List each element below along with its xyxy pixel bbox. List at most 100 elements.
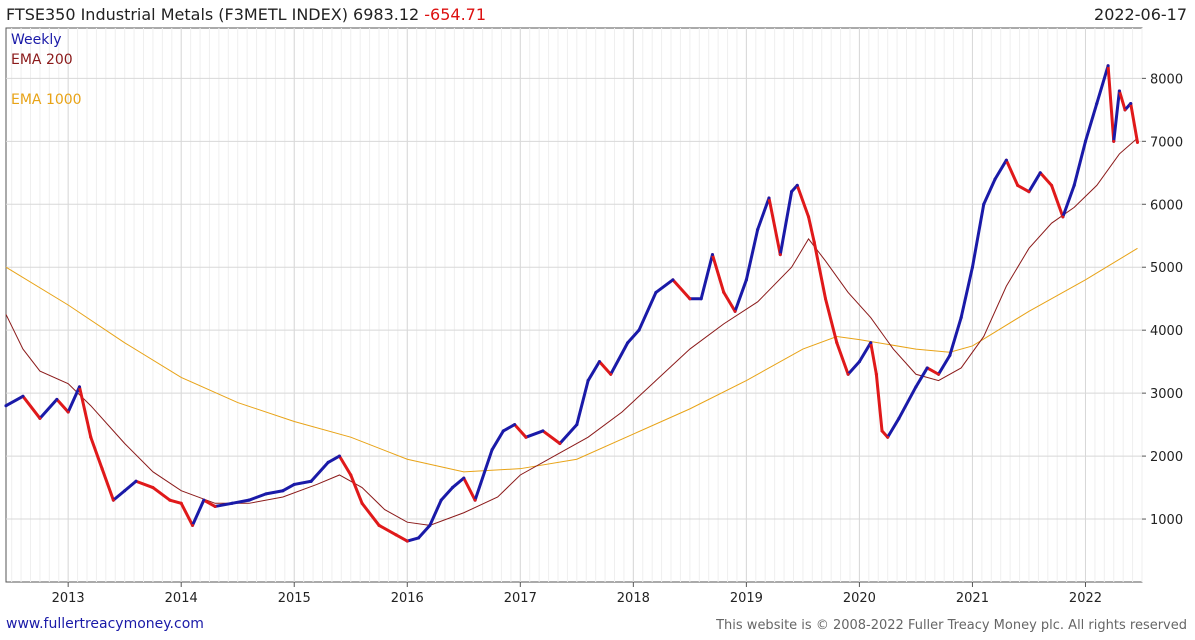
weekly-price-segment [993, 158, 1008, 181]
weekly-price-segment [247, 492, 268, 502]
weekly-price-point [89, 435, 93, 439]
weekly-price-segment [428, 498, 443, 527]
weekly-price-point [925, 366, 929, 370]
weekly-price-point [1135, 140, 1139, 144]
weekly-price-segment [897, 385, 918, 420]
weekly-price-point [914, 385, 918, 389]
weekly-price-point [597, 360, 601, 364]
weekly-price-segment [807, 215, 816, 244]
weekly-price-segment [360, 501, 381, 527]
weekly-price-segment [778, 190, 794, 257]
weekly-price-point [1123, 108, 1127, 112]
weekly-price-point [326, 460, 330, 464]
weekly-price-segment [450, 476, 466, 490]
weekly-price-segment [1083, 102, 1099, 143]
weekly-price-segment [654, 278, 675, 294]
weekly-price-point [807, 215, 811, 219]
weekly-price-segment [586, 360, 601, 383]
weekly-price-point [869, 341, 873, 345]
weekly-price-segment [168, 498, 183, 505]
weekly-price-segment [134, 479, 155, 490]
weekly-price-point [1016, 183, 1020, 187]
weekly-price-segment [626, 328, 641, 345]
ema-1000-line [5, 247, 1138, 473]
weekly-price-point [699, 297, 703, 301]
weekly-price-point [179, 501, 183, 505]
weekly-price-segment [1016, 183, 1031, 194]
weekly-price-point [349, 473, 353, 477]
weekly-price-point [671, 278, 675, 282]
weekly-price-segment [959, 265, 974, 320]
weekly-price-point [626, 341, 630, 345]
weekly-price-segment [501, 423, 517, 433]
weekly-price-point [688, 297, 692, 301]
weekly-price-segment [524, 429, 545, 439]
weekly-price-point [151, 486, 155, 490]
weekly-price-segment [230, 498, 251, 505]
weekly-price-point [710, 253, 714, 257]
weekly-price-point [202, 498, 206, 502]
weekly-price-segment [326, 454, 341, 464]
weekly-price-point [1117, 89, 1121, 93]
weekly-price-segment [710, 253, 726, 294]
weekly-price-point [897, 416, 901, 420]
weekly-price-point [405, 539, 409, 543]
weekly-price-segment [111, 489, 127, 502]
weekly-price-segment [1050, 183, 1065, 219]
weekly-price-segment [1095, 64, 1110, 106]
weekly-price-point [292, 482, 296, 486]
weekly-price-segment [886, 416, 901, 439]
weekly-price-point [513, 423, 517, 427]
weekly-price-point [790, 190, 794, 194]
weekly-price-segment [38, 397, 59, 420]
copyright-notice: This website is © 2008-2022 Fuller Treac… [716, 618, 1187, 633]
weekly-price-point [1129, 102, 1133, 106]
legend-ema-1000: EMA 1000 [11, 92, 82, 108]
weekly-price-point [428, 523, 432, 527]
weekly-price-segment [733, 278, 748, 313]
weekly-price-point [377, 523, 381, 527]
chart-title: FTSE350 Industrial Metals (F3METL INDEX)… [6, 5, 486, 24]
y-tick-label: 5000 [1150, 261, 1183, 276]
weekly-price-segment [100, 467, 115, 502]
weekly-price-point [970, 265, 974, 269]
weekly-price-segment [812, 240, 828, 301]
weekly-price-segment [473, 448, 494, 502]
weekly-price-point [886, 435, 890, 439]
weekly-price-point [795, 183, 799, 187]
weekly-price-segment [191, 498, 206, 527]
weekly-price-point [55, 397, 59, 401]
weekly-price-point [937, 372, 941, 376]
weekly-price-point [609, 372, 613, 376]
weekly-price-point [1050, 183, 1054, 187]
weekly-price-point [394, 533, 398, 537]
weekly-price-segment [179, 501, 195, 527]
weekly-price-segment [948, 316, 963, 357]
weekly-price-segment [1106, 64, 1116, 143]
weekly-price-segment [439, 486, 454, 502]
weekly-price-segment [925, 366, 941, 376]
website-link[interactable]: www.fullertreacymoney.com [6, 616, 204, 632]
weekly-price-point [744, 278, 748, 282]
weekly-price-segment [337, 454, 353, 477]
weekly-price-segment [394, 533, 409, 543]
weekly-price-segment [874, 372, 884, 433]
weekly-price-point [1095, 102, 1099, 106]
plot-area [5, 27, 1143, 583]
weekly-price-point [281, 489, 285, 493]
weekly-price-segment [824, 297, 839, 345]
weekly-price-segment [202, 498, 217, 508]
x-tick-label: 2015 [278, 591, 311, 606]
weekly-price-point [360, 501, 364, 505]
chart-date: 2022-06-17 [1094, 5, 1187, 24]
weekly-price-point [309, 479, 313, 483]
weekly-price-point [722, 290, 726, 294]
weekly-price-segment [541, 429, 562, 445]
y-tick-label: 7000 [1150, 135, 1183, 150]
weekly-price-point [637, 328, 641, 332]
weekly-price-segment [405, 536, 421, 543]
weekly-price-segment [671, 278, 692, 301]
weekly-price-point [959, 316, 963, 320]
weekly-price-point [654, 290, 658, 294]
